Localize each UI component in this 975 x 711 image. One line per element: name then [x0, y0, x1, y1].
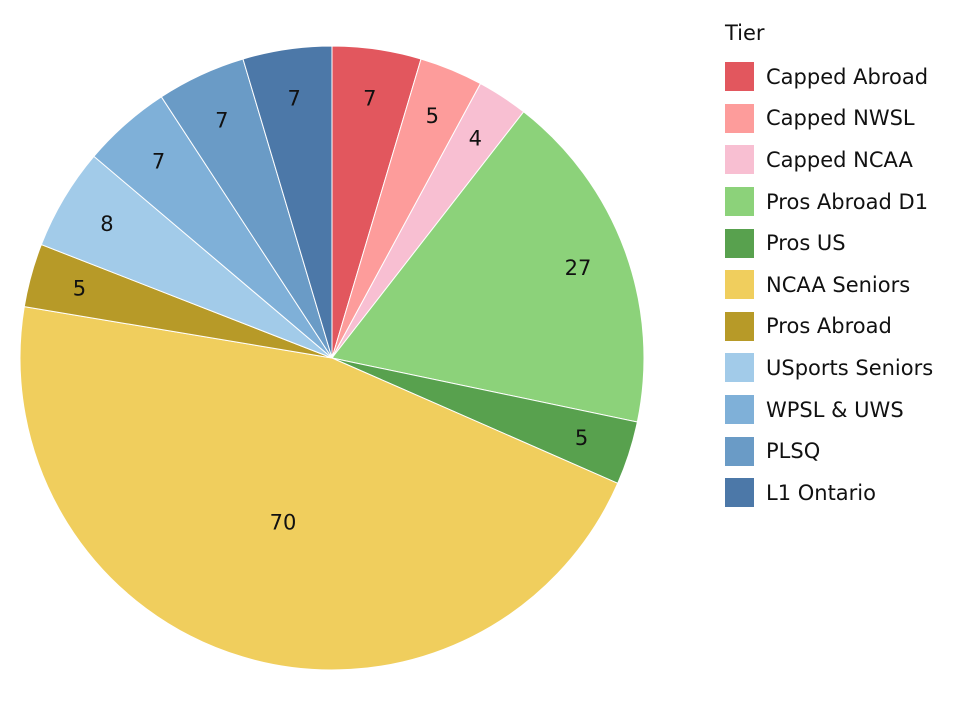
- legend-label: WPSL & UWS: [766, 397, 904, 422]
- legend-swatch: [725, 103, 754, 133]
- legend-swatch: [725, 395, 754, 425]
- legend-item-pros-abroad: Pros Abroad: [725, 306, 933, 348]
- legend-item-ncaa-seniors: NCAA Seniors: [725, 264, 933, 306]
- legend-item-capped-ncaa: Capped NCAA: [725, 139, 933, 181]
- legend-swatch: [725, 228, 754, 258]
- legend-label: Capped NWSL: [766, 106, 915, 131]
- legend-swatch: [725, 353, 754, 383]
- legend-label: Pros Abroad: [766, 314, 892, 339]
- data-label-usports-seniors: 8: [100, 212, 113, 236]
- legend-label: Pros US: [766, 231, 846, 256]
- legend-label: USports Seniors: [766, 355, 934, 380]
- data-label-l1-ontario: 7: [288, 87, 301, 111]
- data-label-capped-abroad: 7: [363, 87, 376, 111]
- data-label-ncaa-seniors: 70: [270, 510, 297, 534]
- pie-slices: [19, 45, 645, 671]
- legend-swatch: [725, 187, 754, 217]
- legend-label: Capped Abroad: [766, 64, 929, 89]
- legend-items: Capped Abroad Capped NWSL Capped NCAA Pros …: [725, 56, 933, 514]
- pie-slice-ncaa-seniors: [19, 306, 619, 671]
- data-label-capped-nwsl: 5: [426, 104, 439, 128]
- pie-slice-pros-abroad-d1: [331, 111, 645, 423]
- pie-slice-l1-ontario: [242, 45, 333, 359]
- legend-item-usports-seniors: USports Seniors: [725, 347, 933, 389]
- legend-label: NCAA Seniors: [766, 272, 911, 297]
- data-label-pros-us: 5: [575, 426, 588, 450]
- data-label-pros-abroad-d1: 27: [565, 256, 592, 280]
- legend-item-plsq: PLSQ: [725, 430, 933, 472]
- legend-swatch: [725, 436, 754, 466]
- legend-title: Tier: [725, 21, 765, 45]
- legend-item-capped-abroad: Capped Abroad: [725, 56, 933, 98]
- legend-label: PLSQ: [766, 439, 821, 464]
- legend-label: Pros Abroad D1: [766, 189, 929, 214]
- legend-item-l1-ontario: L1 Ontario: [725, 472, 933, 514]
- pie-data-labels: 7 5 4 27 5 70 5 8 7 7 7: [73, 87, 592, 535]
- legend-swatch: [725, 270, 754, 300]
- legend-item-capped-nwsl: Capped NWSL: [725, 98, 933, 140]
- legend-label: L1 Ontario: [766, 480, 876, 505]
- legend-swatch: [725, 145, 754, 175]
- data-label-pros-abroad: 5: [73, 276, 86, 300]
- data-label-wpsl-and-uws: 7: [152, 150, 165, 174]
- legend-swatch: [725, 62, 754, 92]
- legend-item-wpsl-and-uws: WPSL & UWS: [725, 389, 933, 431]
- legend-swatch: [725, 311, 754, 341]
- legend-item-pros-us: Pros US: [725, 222, 933, 264]
- data-label-plsq: 7: [215, 108, 228, 132]
- legend-item-pros-abroad-d1: Pros Abroad D1: [725, 181, 933, 223]
- data-label-capped-ncaa: 4: [469, 127, 482, 151]
- legend-label: Capped NCAA: [766, 147, 913, 172]
- legend-swatch: [725, 478, 754, 508]
- legend: Tier Capped Abroad Capped NWSL Capped NCAA…: [725, 20, 933, 514]
